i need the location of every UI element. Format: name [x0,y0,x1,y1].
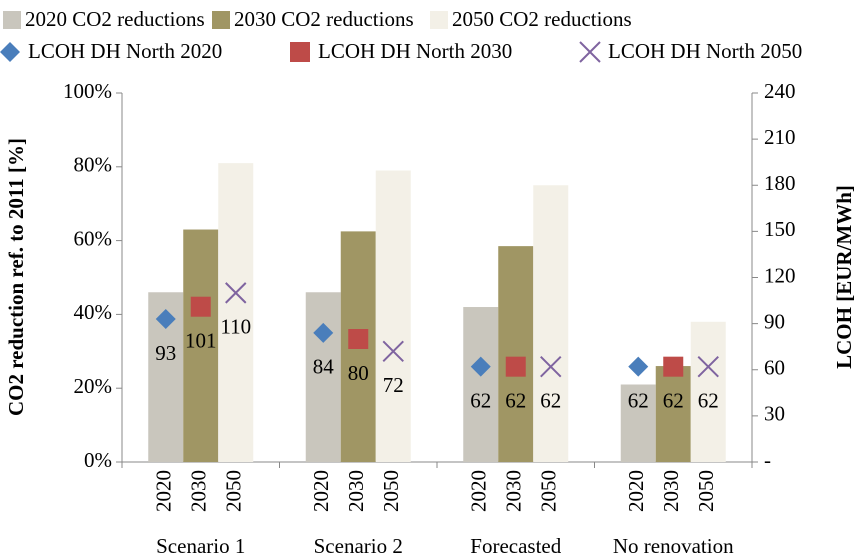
data-label: 62 [470,388,491,412]
x-subcategory-label: 2020 [624,470,648,512]
legend-label: 2050 CO2 reductions [452,7,632,31]
y-tick-label: 60% [74,226,113,250]
data-label: 62 [698,388,719,412]
bar [375,170,411,463]
y2-tick-label: - [764,448,771,472]
legend-swatch [3,11,21,29]
x-category-label: No renovation [613,534,734,558]
bar [305,292,341,462]
y-tick-label: 20% [74,374,113,398]
data-label: 62 [505,388,526,412]
y2-tick-label: 240 [764,79,796,103]
marker-x [579,41,601,63]
legend-label: LCOH DH North 2050 [608,39,802,63]
x-subcategory-label: 2030 [659,470,683,512]
data-label: 101 [185,329,217,353]
legend-swatch [212,11,230,29]
x-subcategory-label: 2030 [344,470,368,512]
legend-label: 2020 CO2 reductions [25,7,205,31]
y2-tick-label: 210 [764,125,796,149]
legend-label: LCOH DH North 2020 [28,39,222,63]
bar [463,307,499,462]
x-subcategory-label: 2020 [467,470,491,512]
data-label: 80 [348,361,369,385]
marker-diamond [155,309,176,330]
marker-x [540,355,562,378]
bar [620,384,656,462]
x-subcategory-label: 2050 [379,470,403,512]
y2-tick-label: 90 [764,309,785,333]
y2-tick-label: 150 [764,217,796,241]
y2-tick-label: 120 [764,263,796,287]
data-label: 62 [540,388,561,412]
x-subcategory-label: 2020 [152,470,176,512]
legend-label: 2030 CO2 reductions [234,7,414,31]
marker-x [225,282,247,304]
marker-square [348,329,369,349]
bar [498,246,534,462]
y-tick-label: 80% [74,153,113,177]
x-subcategory-label: 2050 [222,470,246,512]
bar [183,229,219,462]
bar [533,185,569,462]
marker-square [663,356,684,377]
y-tick-label: 40% [74,300,113,324]
data-label: 84 [313,355,335,379]
y-tick-label: 0% [84,448,112,472]
y2-tick-label: 60 [764,356,785,380]
marker-diamond [0,42,20,62]
x-subcategory-label: 2030 [502,470,526,512]
data-label: 62 [663,388,684,412]
marker-square [190,296,211,317]
data-label: 62 [628,388,649,412]
bar [218,163,254,463]
x-subcategory-label: 2050 [694,470,718,512]
x-category-label: Forecasted [470,534,561,558]
legend-label: LCOH DH North 2030 [318,39,512,63]
data-label: 93 [155,341,176,365]
y2-axis-title: LCOH [EUR/MWh] [832,185,856,369]
y2-tick-label: 180 [764,171,796,195]
marker-x [697,355,719,378]
marker-diamond [470,356,491,377]
bar [690,321,726,462]
x-subcategory-label: 2050 [537,470,561,512]
marker-diamond [628,356,649,377]
marker-x [382,340,404,363]
data-label: 72 [383,373,404,397]
y-axis-title: CO2 reduction ref. to 2011 [%] [4,138,28,416]
data-label: 110 [220,315,251,339]
y2-tick-label: 30 [764,402,785,426]
marker-square [505,356,526,377]
legend-swatch [430,11,448,29]
bar [655,366,691,462]
marker-diamond [313,322,334,343]
x-category-label: Scenario 2 [314,534,403,558]
marker-square [290,42,310,62]
x-subcategory-label: 2030 [187,470,211,512]
y-tick-label: 100% [63,79,112,103]
x-category-label: Scenario 1 [156,534,245,558]
x-subcategory-label: 2020 [309,470,333,512]
